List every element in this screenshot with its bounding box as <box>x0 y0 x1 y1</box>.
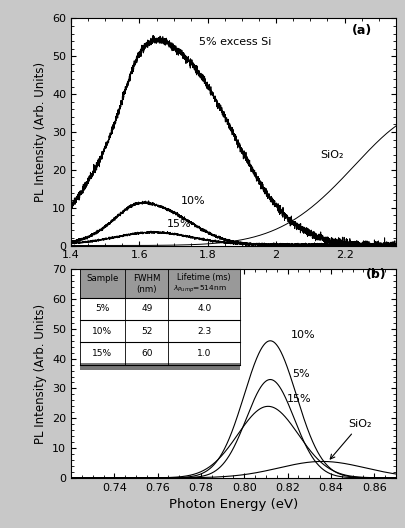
Text: 15%: 15% <box>286 394 310 404</box>
Text: 49: 49 <box>141 304 152 313</box>
Text: (b): (b) <box>364 268 385 281</box>
Text: FWHM: FWHM <box>133 275 160 284</box>
Text: Lifetime (ms): Lifetime (ms) <box>177 273 230 282</box>
Text: 1.0: 1.0 <box>196 349 211 358</box>
Text: 60: 60 <box>141 349 152 358</box>
Text: SiO₂: SiO₂ <box>329 419 371 459</box>
Bar <box>79 363 239 370</box>
Text: (a): (a) <box>351 24 371 36</box>
Y-axis label: PL Intensity (Arb. Units): PL Intensity (Arb. Units) <box>34 304 47 444</box>
Text: Sample: Sample <box>86 275 118 284</box>
Text: 15%: 15% <box>92 349 112 358</box>
Text: 10%: 10% <box>180 196 205 206</box>
Text: $\lambda_{Pump}$=514nm: $\lambda_{Pump}$=514nm <box>173 283 226 295</box>
Text: 52: 52 <box>141 327 152 336</box>
Text: 15%: 15% <box>166 219 191 229</box>
Text: 4.0: 4.0 <box>196 304 211 313</box>
Text: SiO₂: SiO₂ <box>320 150 343 161</box>
Text: 5%: 5% <box>95 304 109 313</box>
X-axis label: Photon Energy (eV): Photon Energy (eV) <box>168 498 297 511</box>
Y-axis label: PL Intensity (Arb. Units): PL Intensity (Arb. Units) <box>34 62 47 202</box>
Text: 2.3: 2.3 <box>196 327 211 336</box>
Text: 10%: 10% <box>290 330 315 340</box>
Text: 10%: 10% <box>92 327 112 336</box>
Text: 5% excess Si: 5% excess Si <box>199 37 271 47</box>
Text: (nm): (nm) <box>136 285 157 294</box>
Bar <box>79 269 239 298</box>
Text: 5%: 5% <box>291 369 309 379</box>
